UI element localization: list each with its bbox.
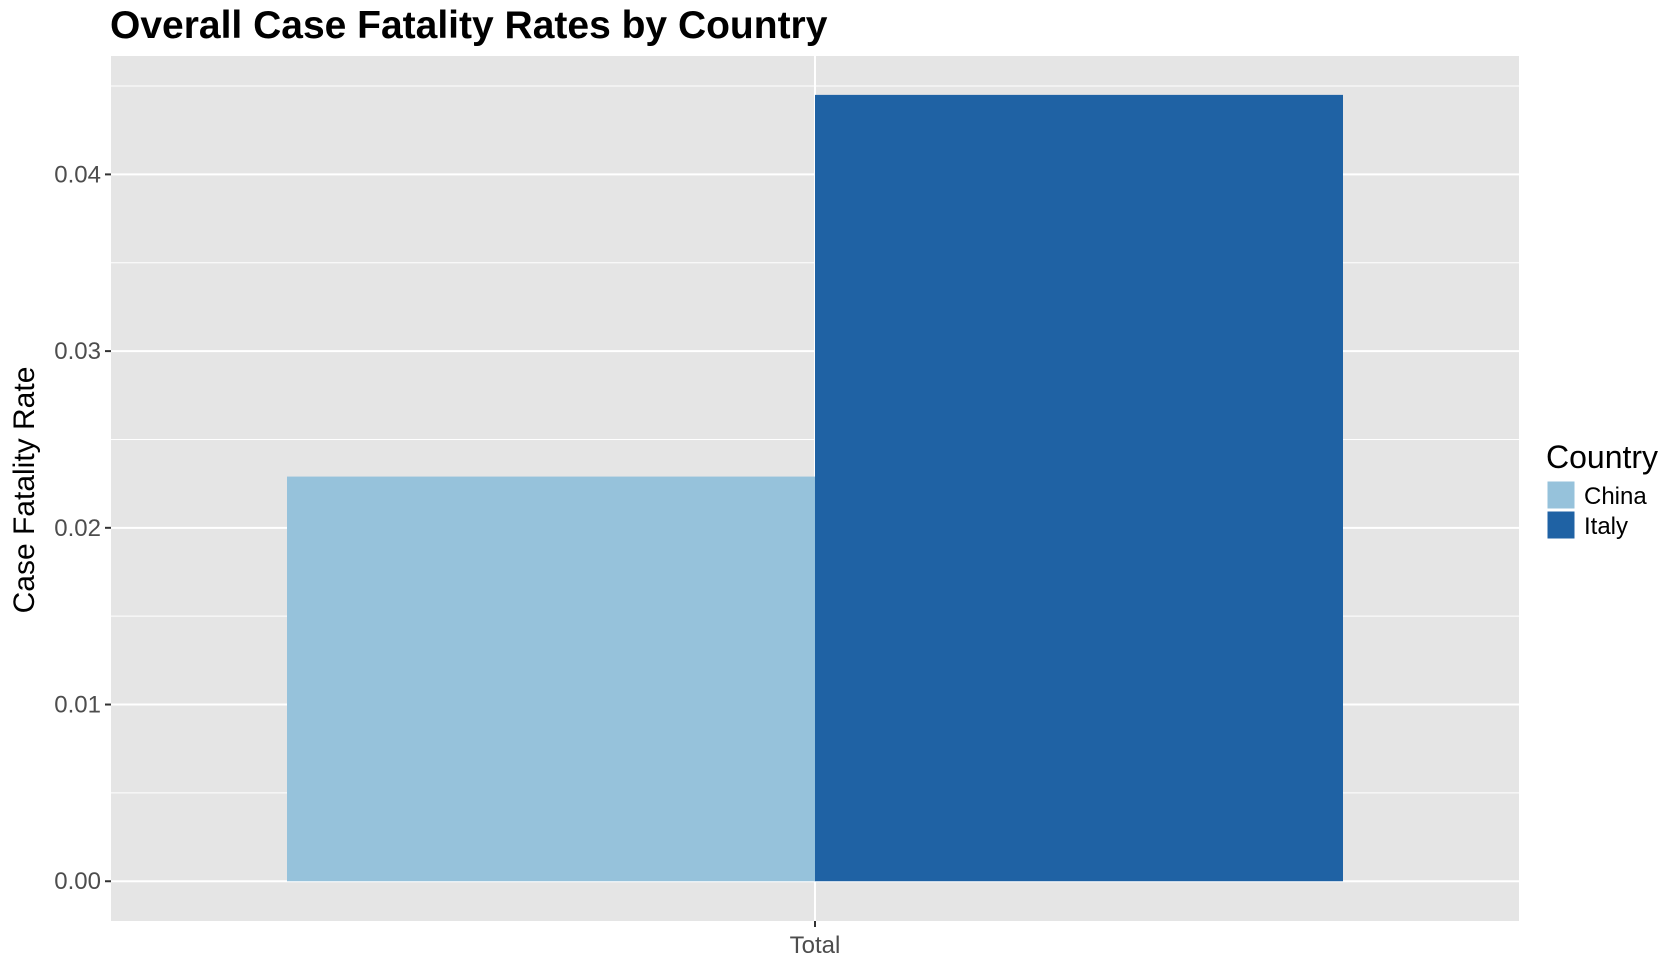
y-axis-title: Case Fatality Rate — [8, 367, 41, 614]
bar-china-total — [287, 476, 815, 882]
y-tick-label: 0.02 — [54, 515, 101, 542]
y-tick-label: 0.00 — [54, 868, 101, 895]
bars — [287, 94, 1343, 882]
bar-italy-total — [815, 94, 1343, 882]
y-tick-label: 0.03 — [54, 338, 101, 365]
legend: Country China Italy — [1546, 439, 1658, 540]
legend-key-china — [1546, 480, 1576, 510]
legend-label-italy: Italy — [1584, 513, 1628, 540]
x-axis-ticks: Total — [790, 921, 841, 959]
y-axis-ticks: 0.00 0.01 0.02 0.03 0.04 — [54, 161, 111, 895]
legend-key-italy — [1546, 510, 1576, 540]
y-tick-label: 0.04 — [54, 161, 101, 188]
legend-title: Country — [1546, 439, 1658, 475]
x-tick-label: Total — [790, 932, 841, 959]
legend-label-china: China — [1584, 483, 1647, 510]
chart-title: Overall Case Fatality Rates by Country — [110, 4, 828, 47]
y-tick-label: 0.01 — [54, 692, 101, 719]
